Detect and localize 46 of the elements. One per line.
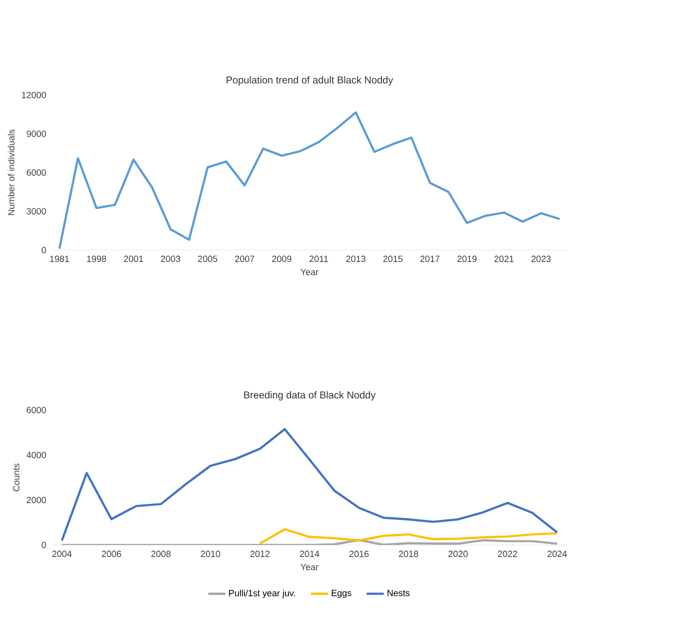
x-tick-label: 2005 [198, 256, 218, 262]
x-tick-label: 2024 [548, 550, 567, 558]
x-tick-label: 2011 [310, 256, 328, 262]
legend-label: Pulli/1st year juv. [229, 590, 295, 598]
x-tick-label: 2016 [349, 550, 369, 558]
line-series [58, 111, 561, 250]
y-axis-title: Counts [13, 464, 20, 492]
x-tick-label: 2020 [448, 550, 468, 558]
x-axis-title: Year [300, 564, 318, 570]
x-tick-label: 2008 [151, 550, 171, 558]
y-tick-label: 2000 [26, 496, 46, 504]
x-tick-label: 2023 [532, 256, 551, 262]
legend-label: Eggs [332, 590, 352, 598]
chart-title: Breeding data of Black Noddy [244, 391, 376, 400]
y-tick-label: 3000 [26, 208, 46, 214]
x-tick-label: 1981 [50, 256, 69, 262]
x-tick-label: 2013 [346, 256, 366, 262]
x-tick-label: 2001 [124, 256, 144, 262]
x-tick-label: 1998 [87, 256, 106, 262]
x-tick-label: 2015 [383, 256, 402, 262]
y-tick-label: 0 [42, 246, 46, 254]
y-tick-label: 4000 [26, 452, 46, 458]
y-tick-label: 9000 [26, 130, 46, 137]
x-tick-label: 2019 [457, 256, 477, 262]
x-tick-label: 2021 [494, 256, 514, 262]
x-tick-label: 2003 [161, 256, 180, 262]
line-series [60, 428, 558, 542]
x-tick-label: 2006 [102, 550, 122, 558]
y-tick-label: 0 [42, 542, 46, 548]
x-tick-label: 2007 [235, 256, 254, 262]
x-tick-label: 2018 [398, 550, 418, 558]
x-tick-label: 2022 [498, 550, 518, 558]
y-tick-label: 12000 [22, 92, 46, 98]
x-tick-label: 2009 [272, 256, 292, 262]
x-tick-label: 2004 [52, 550, 72, 558]
chart-title: Population trend of adult Black Noddy [226, 76, 394, 86]
line-series [258, 528, 558, 545]
legend-label: Nests [388, 590, 410, 596]
y-tick-label: 6000 [26, 406, 46, 414]
y-axis-title: Number of individuals [8, 130, 14, 216]
x-tick-label: 2010 [200, 550, 220, 558]
x-tick-label: 2014 [300, 550, 320, 558]
x-tick-label: 2017 [420, 256, 440, 262]
x-axis-title: Year [300, 268, 318, 276]
x-tick-label: 2012 [250, 550, 270, 558]
y-tick-label: 6000 [26, 169, 46, 176]
